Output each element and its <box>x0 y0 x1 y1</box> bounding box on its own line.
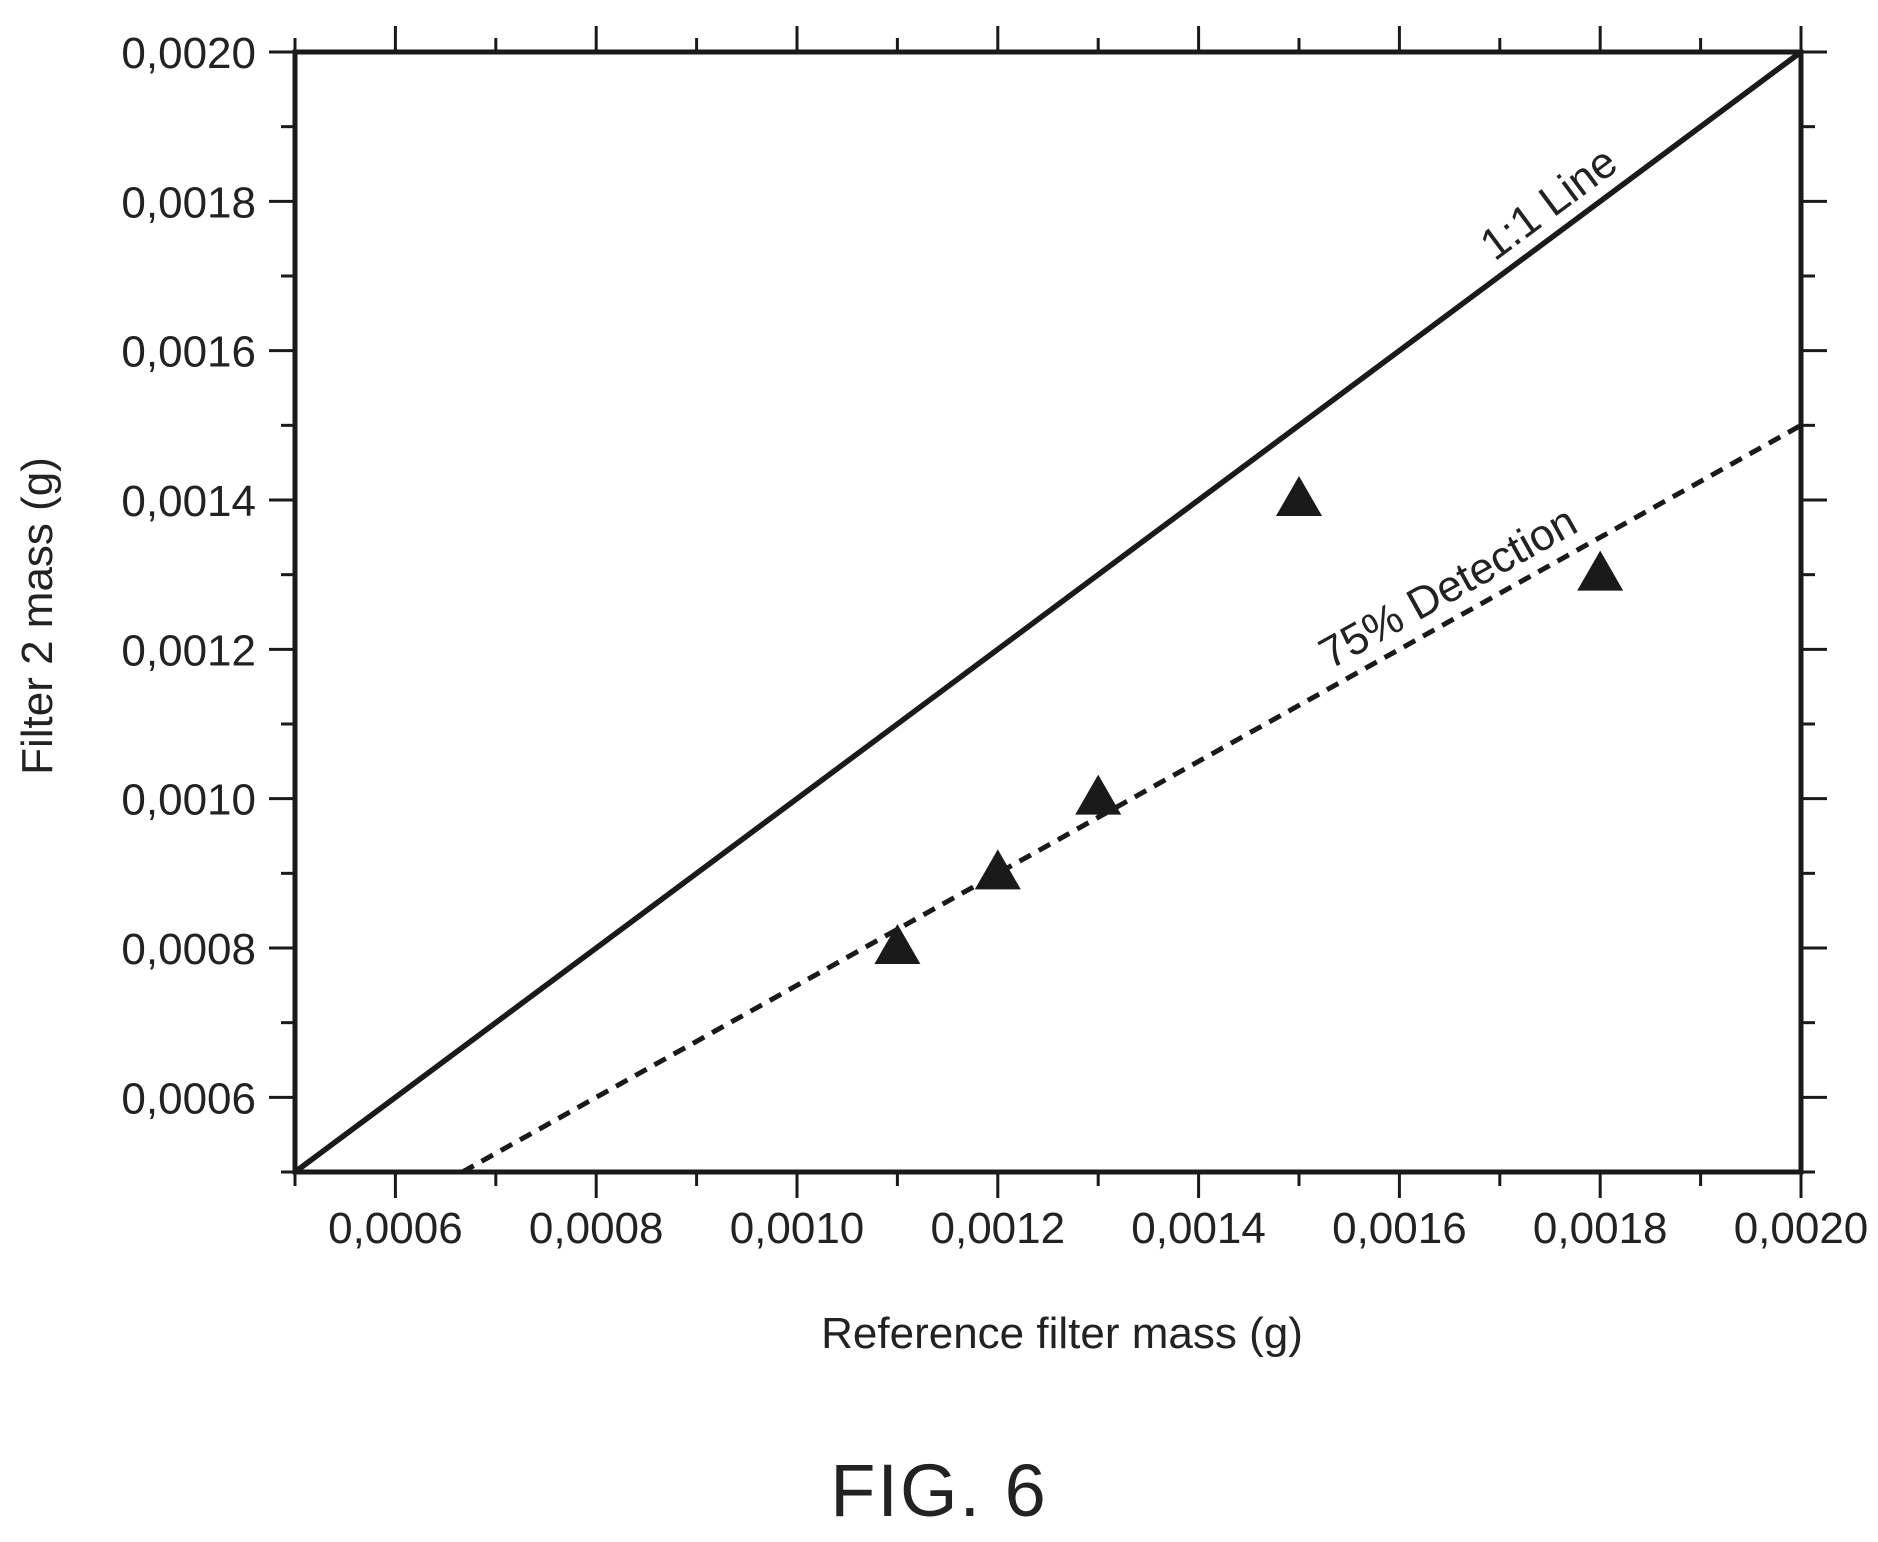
y-tick-label: 0,0016 <box>121 328 256 377</box>
y-tick-label: 0,0006 <box>121 1074 256 1123</box>
data-point <box>1075 774 1122 815</box>
x-tick-label: 0,0006 <box>328 1204 463 1253</box>
plot-frame <box>292 49 1804 1175</box>
x-tick-label: 0,0020 <box>1734 1204 1869 1253</box>
y-tick-label: 0,0020 <box>121 29 256 78</box>
x-tick-label: 0,0012 <box>931 1204 1066 1253</box>
axis-labels: 0,0006 0,0008 0,0010 0,0012 0,0014 0,0016 0,00… <box>13 29 1868 1358</box>
y-tick-label: 0,0018 <box>121 178 256 227</box>
x-tick-label: 0,0014 <box>1131 1204 1266 1253</box>
data-point <box>974 849 1021 890</box>
data-points <box>874 476 1624 964</box>
x-tick-label: 0,0010 <box>730 1204 865 1253</box>
x-tick-label: 0,0018 <box>1533 1204 1668 1253</box>
plot-border <box>292 49 1804 1175</box>
figure-caption: FIG. 6 <box>830 1449 1048 1532</box>
x-tick-label: 0,0016 <box>1332 1204 1467 1253</box>
y-tick-label: 0,0012 <box>121 626 256 675</box>
data-point <box>1577 550 1624 591</box>
y-tick-label: 0,0014 <box>121 477 256 526</box>
x-tick-label: 0,0008 <box>529 1204 664 1253</box>
one-to-one-line <box>293 49 1803 1175</box>
data-point <box>874 924 921 964</box>
y-axis-title: Filter 2 mass (g) <box>13 457 62 775</box>
y-tick-label: 0,0008 <box>121 925 256 974</box>
y-tick-label: 0,0010 <box>121 776 256 825</box>
x-axis-title: Reference filter mass (g) <box>821 1309 1303 1358</box>
detection-line <box>461 423 1803 1175</box>
reference-lines: 1:1 Line 75% Detection <box>293 49 1803 1175</box>
data-point <box>1276 476 1322 516</box>
one-to-one-line-label: 1:1 Line <box>1471 137 1626 270</box>
detection-line-label: 75% Detection <box>1311 496 1585 678</box>
